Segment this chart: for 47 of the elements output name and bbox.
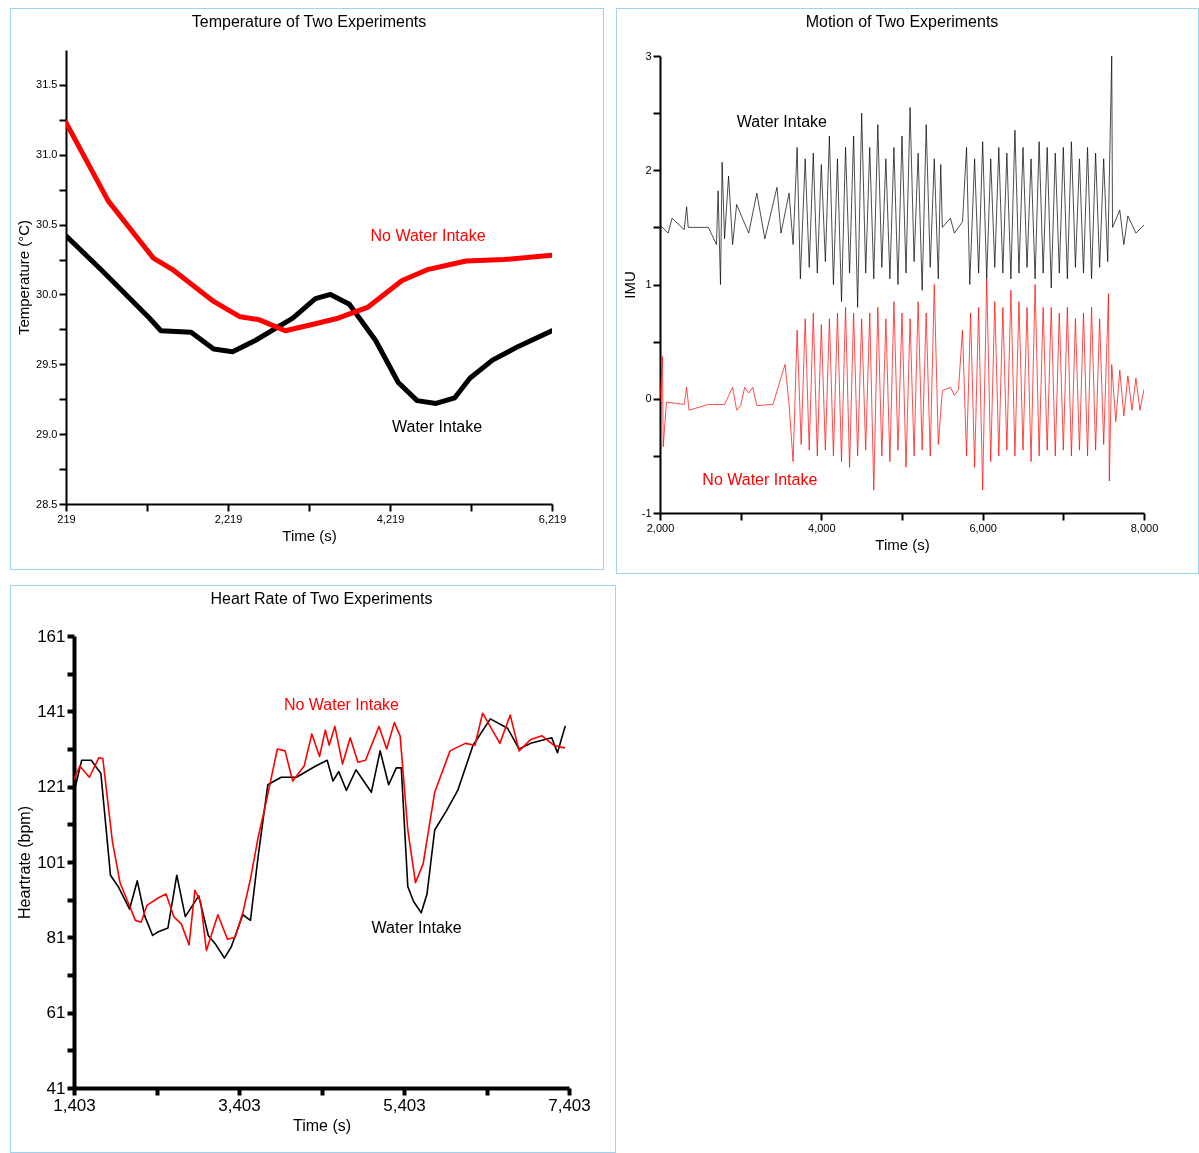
x-tick-label: 7,403 [548, 1095, 591, 1115]
x-tick-label: 3,403 [218, 1095, 261, 1115]
y-tick-label: 29.0 [36, 427, 58, 440]
y-tick-label: 141 [37, 701, 66, 721]
y-tick-label: 28.5 [36, 497, 58, 510]
y-tick-label: 2 [645, 163, 652, 176]
y-tick-label: 3 [645, 49, 652, 62]
line-series [660, 278, 1144, 491]
y-tick-label: 0 [645, 392, 652, 405]
x-tick-label: 4,000 [808, 521, 836, 534]
series-label: Water Intake [392, 418, 483, 436]
x-tick-label: 5,403 [383, 1095, 426, 1115]
x-tick-label: 219 [57, 512, 76, 525]
chart-title: Heart Rate of Two Experiments [210, 590, 433, 607]
series-label: No Water Intake [283, 695, 400, 713]
x-tick-label: 2,000 [646, 521, 675, 534]
y-tick-label: 81 [46, 927, 66, 947]
x-tick-label: 2,219 [214, 512, 243, 525]
x-axis-title: Time (s) [292, 1116, 352, 1134]
y-tick-label: 1 [645, 278, 652, 290]
x-tick-label: 6,000 [969, 521, 997, 534]
x-tick-label: 4,219 [376, 512, 405, 525]
series-label: Water Intake [736, 113, 828, 131]
series-label: Water Intake [371, 918, 462, 936]
series-label: No Water Intake [370, 226, 486, 244]
x-axis-title: Time (s) [875, 535, 930, 553]
x-tick-label: 8,000 [1130, 521, 1159, 534]
series-label: No Water Intake [702, 470, 818, 488]
y-tick-label: -1 [641, 506, 652, 519]
y-tick-label: 29.5 [36, 357, 58, 370]
x-tick-label: 1,403 [53, 1095, 96, 1115]
y-tick-label: 30.5 [36, 218, 58, 231]
y-axis-title: IMU [620, 271, 638, 299]
y-tick-label: 41 [46, 1078, 66, 1098]
y-tick-label: 101 [37, 852, 66, 872]
y-tick-label: 161 [37, 626, 66, 646]
y-tick-label: 31.0 [36, 148, 58, 161]
x-axis-title: Time (s) [282, 526, 337, 544]
chart-title: Temperature of Two Experiments [191, 13, 427, 30]
x-tick-label: 6,219 [538, 512, 567, 525]
y-tick-label: 61 [46, 1003, 66, 1023]
chart-title: Motion of Two Experiments [805, 13, 999, 30]
y-axis-title: Heartrate (bpm) [16, 806, 34, 919]
y-axis-title: Temperature (°C) [15, 219, 33, 336]
y-tick-label: 121 [37, 777, 66, 797]
y-tick-label: 30.0 [36, 287, 58, 300]
y-tick-label: 31.5 [36, 78, 58, 91]
